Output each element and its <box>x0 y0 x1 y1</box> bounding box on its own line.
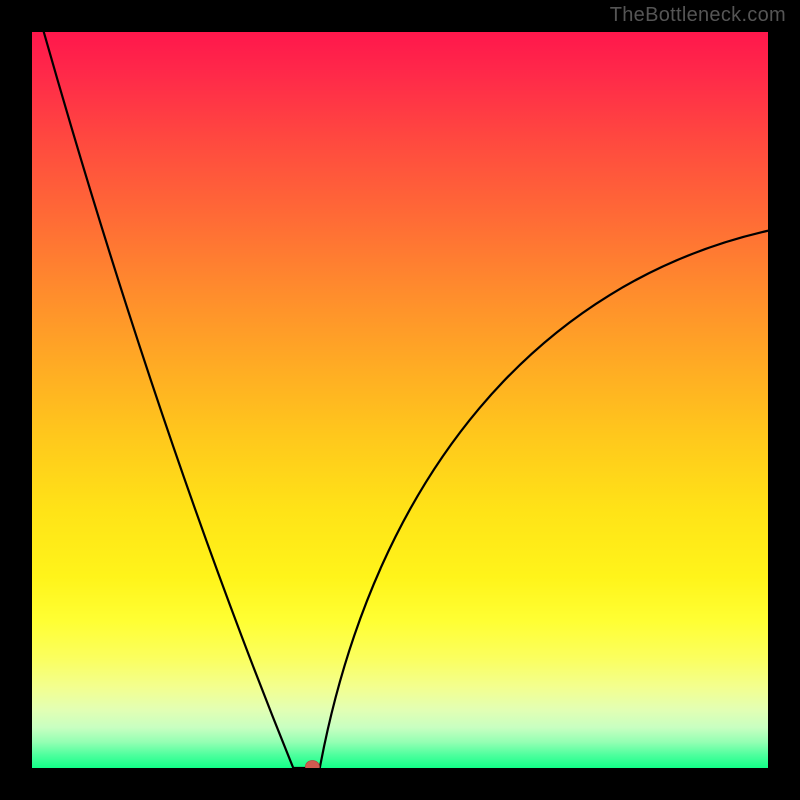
bottleneck-chart-svg <box>0 0 800 800</box>
plot-gradient-background <box>32 32 768 768</box>
watermark-text: TheBottleneck.com <box>610 4 786 27</box>
chart-stage: TheBottleneck.com <box>0 0 800 800</box>
